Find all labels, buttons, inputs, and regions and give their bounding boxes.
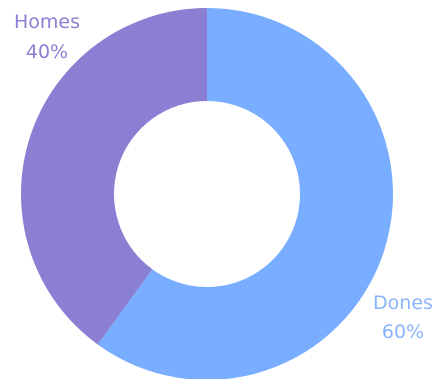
slice-homes [20, 7, 208, 345]
slice-dones [97, 8, 393, 379]
slice-label-homes: Homes [14, 11, 80, 33]
slice-labels: Homes 40% Dones 60% [14, 11, 433, 343]
slice-label-dones: Dones [373, 292, 433, 314]
slice-value-dones: 60% [382, 321, 424, 343]
slice-value-homes: 40% [26, 41, 68, 63]
donut-slices [20, 7, 393, 379]
